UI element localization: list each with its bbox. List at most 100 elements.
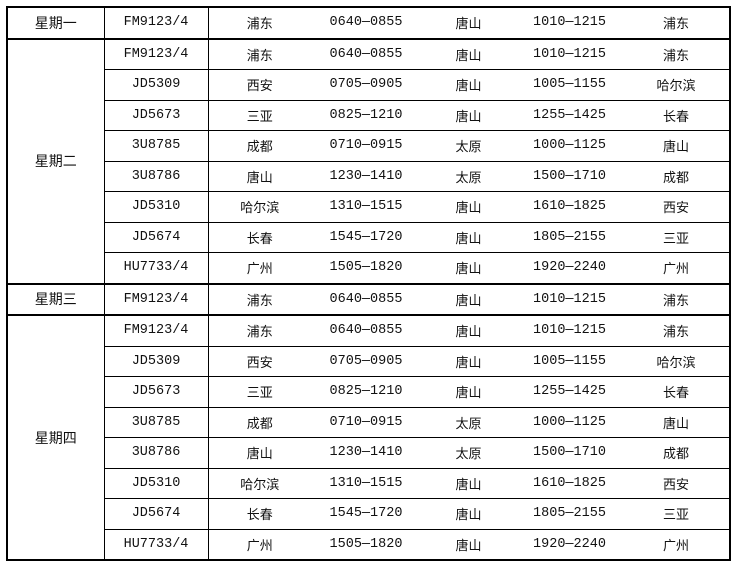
table-row: 星期二 FM9123/4 浦东 0640—0855 唐山 1010—1215 浦东	[7, 37, 730, 284]
origin-cell: 广州	[208, 252, 311, 284]
destination-cell: 成都	[623, 437, 730, 468]
stop-cell: 唐山	[421, 282, 516, 315]
departure-window-cell: 1310—1515	[311, 191, 421, 222]
arrival-window-cell: 1010—1215	[516, 37, 623, 70]
destination-cell: 浦东	[623, 314, 730, 346]
destination-cell: 三亚	[623, 221, 730, 253]
stop-cell: 唐山	[421, 314, 516, 346]
stop-cell: 太原	[421, 406, 516, 438]
departure-window-cell: 1505—1820	[311, 252, 421, 284]
stop-cell: 唐山	[421, 6, 516, 39]
arrival-window-cell: 1255—1425	[516, 376, 623, 407]
arrival-window-cell: 1005—1155	[516, 69, 623, 100]
origin-cell: 浦东	[208, 314, 311, 346]
destination-cell: 浦东	[623, 6, 730, 39]
weekday-cell: 星期四	[7, 314, 105, 560]
table-row: JD5673 三亚 0825—1210 唐山 1255—1425 长春	[7, 99, 730, 131]
arrival-window-cell: 1010—1215	[516, 282, 623, 315]
stop-cell: 唐山	[421, 191, 516, 222]
origin-cell: 唐山	[208, 437, 311, 468]
table-row: JD5310 哈尔滨 1310—1515 唐山 1610—1825 西安	[7, 191, 730, 222]
schedule-body: 星期一 FM9123/4 浦东 0640—0855 唐山 1010—1215 浦东 星期二 FM…	[7, 6, 730, 560]
departure-window-cell: 0640—0855	[311, 37, 421, 70]
flight-number-cell: 3U8785	[104, 406, 209, 438]
destination-cell: 长春	[623, 99, 730, 131]
departure-window-cell: 0825—1210	[311, 376, 421, 407]
departure-window-cell: 0640—0855	[311, 6, 421, 39]
stop-cell: 唐山	[421, 37, 516, 70]
origin-cell: 浦东	[208, 6, 311, 39]
flight-number-cell: JD5310	[104, 467, 209, 499]
arrival-window-cell: 1500—1710	[516, 160, 623, 192]
flight-number-cell: HU7733/4	[104, 252, 209, 284]
flight-number-cell: FM9123/4	[104, 6, 209, 39]
stop-cell: 唐山	[421, 528, 516, 560]
origin-cell: 哈尔滨	[208, 467, 311, 499]
table-row: 3U8786 唐山 1230—1410 太原 1500—1710 成都	[7, 437, 730, 468]
departure-window-cell: 1545—1720	[311, 498, 421, 529]
table-row: 星期三 FM9123/4 浦东 0640—0855 唐山 1010—1215 浦东	[7, 282, 730, 315]
stop-cell: 太原	[421, 130, 516, 161]
arrival-window-cell: 1920—2240	[516, 528, 623, 560]
origin-cell: 成都	[208, 406, 311, 438]
stop-cell: 唐山	[421, 467, 516, 499]
destination-cell: 唐山	[623, 130, 730, 161]
table-row: JD5310 哈尔滨 1310—1515 唐山 1610—1825 西安	[7, 467, 730, 499]
flight-number-cell: JD5673	[104, 99, 209, 131]
origin-cell: 成都	[208, 130, 311, 161]
stop-cell: 太原	[421, 160, 516, 192]
arrival-window-cell: 1805—2155	[516, 221, 623, 253]
weekday-cell: 星期二	[7, 37, 105, 284]
origin-cell: 广州	[208, 528, 311, 560]
departure-window-cell: 0705—0905	[311, 345, 421, 377]
destination-cell: 广州	[623, 252, 730, 284]
stop-cell: 唐山	[421, 99, 516, 131]
flight-number-cell: FM9123/4	[104, 314, 209, 346]
destination-cell: 浦东	[623, 37, 730, 70]
origin-cell: 唐山	[208, 160, 311, 192]
arrival-window-cell: 1000—1125	[516, 130, 623, 161]
destination-cell: 唐山	[623, 406, 730, 438]
flight-number-cell: JD5309	[104, 345, 209, 377]
origin-cell: 哈尔滨	[208, 191, 311, 222]
destination-cell: 广州	[623, 528, 730, 560]
origin-cell: 西安	[208, 345, 311, 377]
departure-window-cell: 1545—1720	[311, 221, 421, 253]
destination-cell: 哈尔滨	[623, 69, 730, 100]
flight-number-cell: FM9123/4	[104, 282, 209, 315]
origin-cell: 长春	[208, 498, 311, 529]
departure-window-cell: 1505—1820	[311, 528, 421, 560]
flight-number-cell: JD5674	[104, 498, 209, 529]
departure-window-cell: 0710—0915	[311, 130, 421, 161]
stop-cell: 唐山	[421, 376, 516, 407]
departure-window-cell: 1230—1410	[311, 160, 421, 192]
origin-cell: 浦东	[208, 37, 311, 70]
destination-cell: 浦东	[623, 282, 730, 315]
arrival-window-cell: 1010—1215	[516, 314, 623, 346]
arrival-window-cell: 1500—1710	[516, 437, 623, 468]
flight-number-cell: 3U8786	[104, 437, 209, 468]
arrival-window-cell: 1610—1825	[516, 467, 623, 499]
stop-cell: 唐山	[421, 252, 516, 284]
flight-number-cell: JD5674	[104, 221, 209, 253]
departure-window-cell: 0640—0855	[311, 282, 421, 315]
flight-number-cell: JD5309	[104, 69, 209, 100]
departure-window-cell: 1230—1410	[311, 437, 421, 468]
origin-cell: 三亚	[208, 99, 311, 131]
flight-number-cell: HU7733/4	[104, 528, 209, 560]
table-row: 星期一 FM9123/4 浦东 0640—0855 唐山 1010—1215 浦东	[7, 6, 730, 39]
destination-cell: 哈尔滨	[623, 345, 730, 377]
arrival-window-cell: 1920—2240	[516, 252, 623, 284]
table-row: HU7733/4 广州 1505—1820 唐山 1920—2240 广州	[7, 252, 730, 284]
arrival-window-cell: 1000—1125	[516, 406, 623, 438]
destination-cell: 长春	[623, 376, 730, 407]
table-row: JD5309 西安 0705—0905 唐山 1005—1155 哈尔滨	[7, 345, 730, 377]
destination-cell: 成都	[623, 160, 730, 192]
arrival-window-cell: 1005—1155	[516, 345, 623, 377]
arrival-window-cell: 1010—1215	[516, 6, 623, 39]
weekday-cell: 星期三	[7, 282, 105, 315]
table-row: JD5673 三亚 0825—1210 唐山 1255—1425 长春	[7, 376, 730, 407]
stop-cell: 唐山	[421, 221, 516, 253]
origin-cell: 浦东	[208, 282, 311, 315]
destination-cell: 三亚	[623, 498, 730, 529]
